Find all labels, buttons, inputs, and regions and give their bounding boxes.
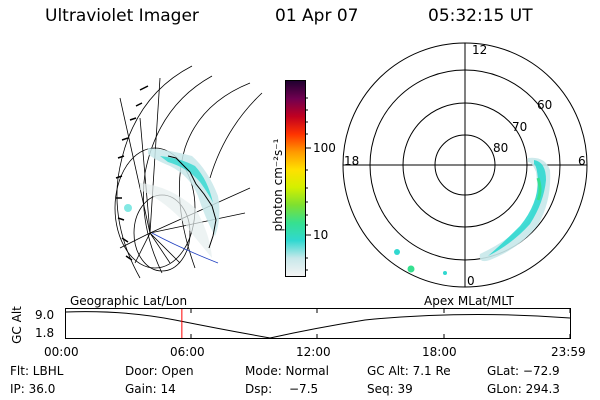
altitude-curve bbox=[65, 311, 571, 339]
polar-mlt-label-18: 18 bbox=[344, 154, 360, 168]
altitude-ytick-max: 9.0 bbox=[35, 308, 55, 322]
instrument-title: Ultraviolet Imager bbox=[45, 6, 199, 26]
colorbar-unit-label: photon cm⁻²s⁻¹ bbox=[271, 138, 285, 232]
status-dsp-label: Dsp: bbox=[245, 382, 273, 396]
map-coastline bbox=[167, 155, 217, 249]
status-gain: Gain: 14 bbox=[125, 382, 176, 396]
colorbar bbox=[285, 80, 306, 277]
geographic-map bbox=[114, 65, 263, 279]
map-lat-arc-3 bbox=[179, 82, 251, 269]
colorbar-tick-100: 100 bbox=[313, 141, 336, 155]
altitude-xtick-1200: 12:00 bbox=[296, 345, 331, 359]
map-terminator-line bbox=[151, 232, 219, 264]
altitude-left-label: Geographic Lat/Lon bbox=[70, 294, 188, 308]
status-glat: GLat: −72.9 bbox=[487, 364, 560, 378]
map-lat-arc-4 bbox=[209, 92, 263, 179]
map-auroral-emission bbox=[124, 148, 220, 258]
polar-mlt-label-6: 6 bbox=[578, 154, 586, 168]
status-ip: IP: 36.0 bbox=[10, 382, 56, 396]
polar-lat-label-60: 60 bbox=[537, 98, 553, 112]
altitude-right-label: Apex MLat/MLT bbox=[424, 294, 514, 308]
map-meridian-5 bbox=[149, 187, 251, 234]
altitude-xtick-0000: 00:00 bbox=[44, 345, 79, 359]
altitude-plot bbox=[65, 308, 571, 339]
observation-date: 01 Apr 07 bbox=[275, 6, 359, 26]
colorbar-axis bbox=[305, 97, 311, 271]
altitude-plot-frame bbox=[65, 308, 571, 339]
status-glon: GLon: 294.3 bbox=[487, 382, 560, 396]
map-edge-dashes bbox=[115, 85, 149, 261]
altitude-xtick-2359: 23:59 bbox=[551, 345, 586, 359]
status-door: Door: Open bbox=[125, 364, 194, 378]
polar-mlt-label-0: 0 bbox=[467, 274, 475, 288]
status-filter: Flt: LBHL bbox=[10, 364, 64, 378]
altitude-axis-label: GC Alt bbox=[10, 306, 24, 344]
status-mode: Mode: Normal bbox=[245, 364, 329, 378]
observation-time: 05:32:15 UT bbox=[428, 6, 533, 26]
status-dsp-value: −7.5 bbox=[289, 382, 319, 396]
polar-mlt-label-12: 12 bbox=[472, 43, 488, 57]
polar-lat-label-70: 70 bbox=[512, 120, 528, 134]
status-seq: Seq: 39 bbox=[367, 382, 413, 396]
map-meridian-1 bbox=[119, 97, 181, 264]
colorbar-tick-10: 10 bbox=[313, 228, 329, 242]
altitude-xtick-1800: 18:00 bbox=[422, 345, 457, 359]
altitude-ticks bbox=[65, 309, 571, 338]
status-gc-alt: GC Alt: 7.1 Re bbox=[367, 364, 451, 378]
polar-plot bbox=[342, 42, 588, 288]
polar-lat-label-80: 80 bbox=[493, 141, 509, 155]
polar-auroral-oval bbox=[394, 157, 551, 275]
altitude-xtick-0600: 06:00 bbox=[170, 345, 205, 359]
altitude-ytick-min: 1.8 bbox=[35, 326, 55, 340]
